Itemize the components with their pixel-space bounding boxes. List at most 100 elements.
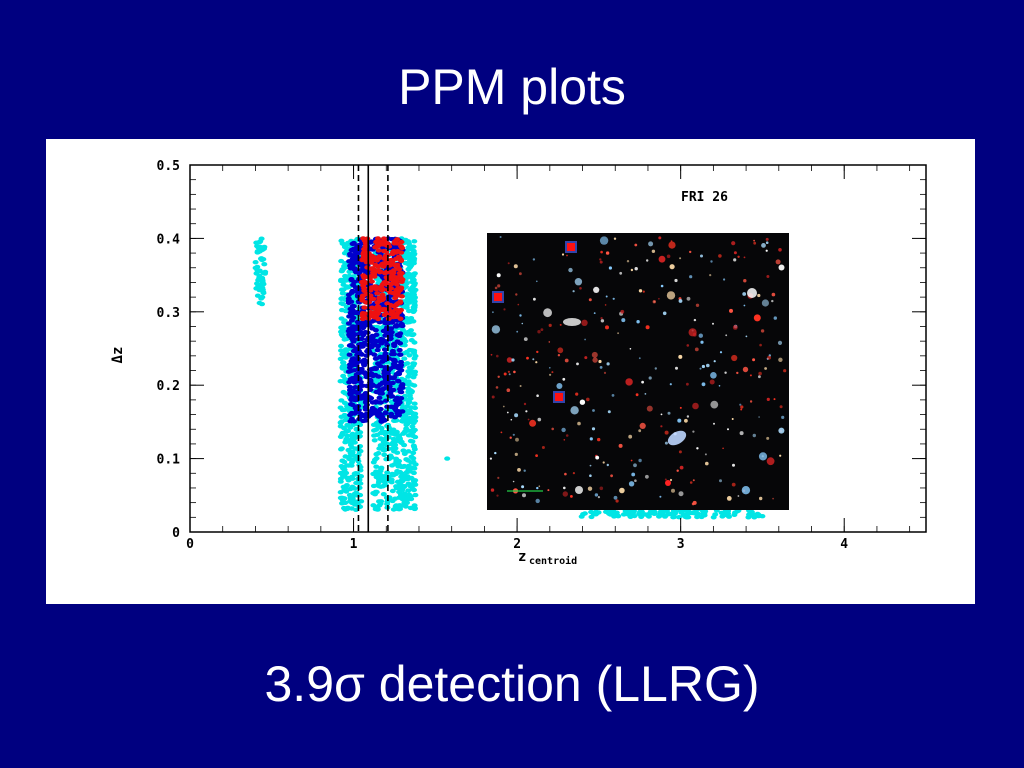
- galaxy-image-source: [742, 292, 747, 296]
- data-point-blue: [377, 406, 384, 412]
- galaxy-image-source: [671, 488, 675, 493]
- galaxy-image-source: [602, 461, 605, 464]
- data-point-cyan: [372, 457, 378, 462]
- data-point-cyan: [394, 450, 401, 455]
- galaxy-image-source: [630, 459, 633, 462]
- galaxy-image-source: [753, 241, 757, 245]
- data-point-cyan: [341, 425, 348, 431]
- galaxy-image-source: [658, 255, 666, 263]
- galaxy-image-source: [574, 278, 583, 286]
- data-point-cyan: [406, 353, 413, 358]
- chart-annotation: FRI 26: [681, 190, 728, 205]
- galaxy-image-source: [522, 493, 526, 498]
- data-point-blue: [383, 330, 390, 336]
- galaxy-image-source: [610, 474, 613, 478]
- data-point-cyan: [393, 429, 400, 435]
- data-point-blue: [381, 368, 388, 374]
- galaxy-image-source: [575, 392, 579, 396]
- galaxy-image-source: [736, 371, 739, 375]
- galaxy-image-source: [764, 367, 767, 370]
- galaxy-image-source: [727, 428, 729, 431]
- galaxy-image-source: [612, 297, 615, 300]
- galaxy-image-source: [599, 260, 603, 264]
- data-point-blue: [369, 333, 376, 339]
- data-point-cyan: [352, 471, 359, 476]
- data-point-cyan: [406, 371, 413, 377]
- data-point-red: [359, 257, 366, 263]
- galaxy-image-source: [507, 370, 510, 373]
- data-point-cyan: [373, 379, 380, 384]
- galaxy-image-source: [636, 320, 640, 324]
- data-point-cyan: [409, 424, 416, 429]
- data-point-cyan: [411, 239, 418, 244]
- data-point-blue: [388, 330, 395, 335]
- galaxy-image-source: [506, 411, 509, 414]
- data-point-red: [398, 279, 405, 284]
- data-point-red: [370, 310, 377, 315]
- data-point-red: [375, 248, 382, 253]
- data-point-blue: [347, 377, 354, 382]
- data-point-cyan: [373, 452, 380, 457]
- data-point-blue: [375, 374, 382, 379]
- y-tick-label: 0.3: [157, 306, 180, 321]
- galaxy-image-source: [684, 418, 688, 423]
- galaxy-image-source: [563, 439, 566, 441]
- data-point-red: [398, 250, 405, 255]
- data-point-cyan: [373, 472, 380, 478]
- galaxy-image-source: [686, 344, 690, 347]
- data-point-blue: [355, 371, 362, 376]
- galaxy-image-source: [548, 341, 551, 343]
- data-point-blue: [382, 410, 389, 415]
- galaxy-image-source: [766, 436, 770, 440]
- galaxy-image-source: [536, 280, 538, 283]
- data-point-cyan: [339, 407, 346, 413]
- data-point-red: [381, 312, 388, 317]
- data-point-cyan: [408, 460, 415, 465]
- galaxy-image-source: [752, 358, 756, 362]
- galaxy-image-source: [722, 447, 724, 450]
- data-point-red: [393, 256, 400, 261]
- data-point-blue: [377, 354, 384, 359]
- galaxy-image-source: [634, 267, 638, 271]
- galaxy-image-source: [771, 299, 774, 303]
- galaxy-image-source: [740, 408, 743, 411]
- data-point-cyan: [404, 332, 411, 337]
- galaxy-image-source: [761, 299, 770, 307]
- data-point-red: [391, 241, 398, 246]
- data-point-cyan: [376, 499, 382, 504]
- galaxy-image-source: [559, 323, 562, 326]
- galaxy-image-source: [591, 351, 598, 358]
- galaxy-image-source: [635, 393, 639, 397]
- galaxy-image-source: [600, 319, 605, 323]
- galaxy-image-source: [749, 374, 752, 377]
- galaxy-image-source: [747, 288, 757, 298]
- x-tick-label: 1: [350, 537, 358, 552]
- data-point-blue: [391, 342, 398, 347]
- data-point-red: [397, 273, 404, 279]
- data-point-cyan: [411, 356, 418, 361]
- data-point-red: [398, 307, 404, 313]
- galaxy-image-source: [564, 358, 569, 363]
- data-point-cyan: [407, 246, 414, 252]
- data-point-blue: [359, 383, 366, 388]
- galaxy-image-source: [745, 335, 748, 338]
- data-point-cyan: [412, 415, 419, 420]
- galaxy-image-source: [779, 454, 782, 457]
- galaxy-image-source: [613, 237, 617, 240]
- data-point-cyan: [749, 511, 756, 516]
- data-point-blue: [349, 308, 356, 313]
- galaxy-image-source: [676, 469, 679, 472]
- data-point-cyan: [389, 488, 396, 494]
- galaxy-image-source: [620, 309, 625, 314]
- galaxy-image-source: [678, 450, 682, 454]
- data-point-cyan: [260, 290, 267, 296]
- data-point-cyan: [253, 240, 260, 245]
- data-point-red: [385, 316, 392, 321]
- y-tick-label: 0.1: [157, 453, 181, 468]
- galaxy-image-source: [561, 253, 565, 256]
- galaxy-image-source: [772, 497, 774, 500]
- galaxy-image-source: [608, 266, 613, 270]
- galaxy-image-source: [604, 304, 607, 306]
- x-tick-label: 4: [840, 537, 848, 552]
- galaxy-image-source: [523, 402, 527, 406]
